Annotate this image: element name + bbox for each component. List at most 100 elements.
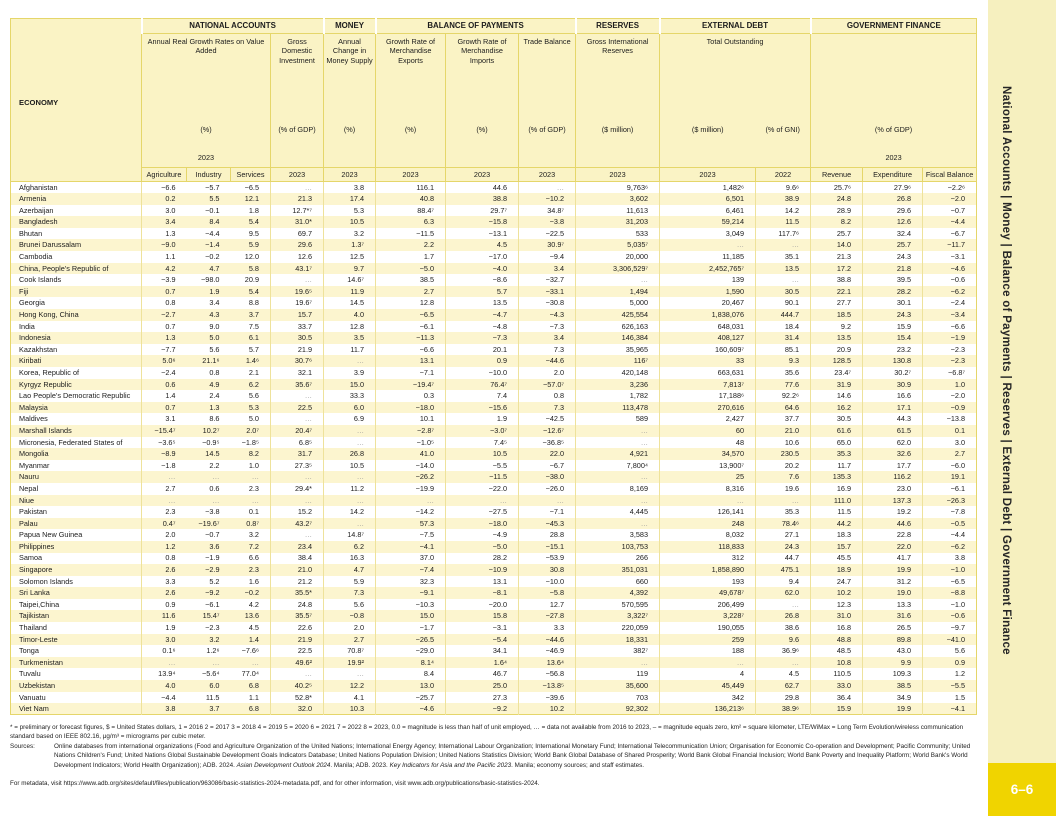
value-cell: −26.3 — [922, 494, 977, 507]
value-cell: 12.8 — [323, 320, 376, 333]
value-cell: 0.3 — [375, 390, 446, 402]
value-cell: 9.6 — [755, 633, 811, 646]
value-cell: 11,185 — [659, 251, 756, 263]
economy-cell: Maldives — [19, 414, 48, 424]
value-cell: 25 — [659, 471, 756, 483]
value-cell: 48.8 — [810, 633, 863, 646]
value-cell: … — [755, 274, 811, 286]
value-cell: −14.0 — [375, 459, 446, 472]
value-cell: −0.6 — [922, 610, 977, 623]
value-cell: 9.5 — [248, 228, 259, 238]
table-row: Tajikistan 11.6 15.4⁷ 13.6 35.5⁷ −0.8 15.0 15.8… — [10, 610, 977, 623]
value-cell: 35.3 — [755, 506, 811, 518]
value-cell: 18.4 — [755, 320, 811, 333]
value-cell: 31.0* — [269, 216, 324, 228]
value-cell: 12.7 — [518, 598, 576, 611]
value-cell: 8.4 — [186, 216, 231, 228]
value-cell: −10.0 — [445, 367, 519, 379]
value-cell: 5.4 — [230, 285, 271, 298]
value-cell: 20,000 — [575, 251, 660, 263]
value-cell: 78.4⁶ — [755, 517, 811, 530]
value-cell: 3.2 — [323, 227, 376, 240]
value-cell: −4.4 — [205, 228, 220, 238]
value-cell: 117.7⁶ — [755, 227, 811, 240]
economy-cell: Thailand — [19, 623, 47, 633]
value-cell: … — [755, 239, 811, 252]
value-cell: 24.7 — [810, 575, 863, 588]
value-cell: 3.0 — [141, 204, 187, 217]
value-cell: −9.0 — [141, 239, 187, 252]
value-cell: 703 — [575, 691, 660, 704]
value-cell: −7.6⁶ — [241, 646, 259, 656]
value-cell: 312 — [659, 552, 756, 565]
value-cell: 90.1 — [755, 297, 811, 310]
table-row: Taipei,China 0.9 −6.1 4.2 24.8 5.6 −10.3 −20.0 1… — [11, 598, 977, 611]
value-cell: 23.4⁷ — [810, 367, 863, 379]
value-cell: 0.7 — [141, 401, 187, 414]
table-row: Solomon Islands 3.3 5.2 1.6 21.2 5.9 32.3 13.1−… — [11, 575, 977, 588]
value-cell: 3.8 — [323, 181, 376, 194]
value-cell: 9.2 — [810, 320, 863, 333]
table-row: Korea, Republic of −2.4 0.8 2.1 32.1 3.9 −7.1−… — [11, 367, 977, 379]
value-cell: −2.4 — [141, 367, 187, 379]
value-cell: 23.2 — [862, 343, 923, 356]
value-cell: −15.8 — [445, 216, 519, 228]
value-cell: −10.3 — [375, 598, 446, 611]
economy-cell: Turkmenistan — [10, 656, 142, 669]
value-cell: 4.7 — [186, 262, 231, 275]
value-cell: −19.6⁷ — [186, 517, 231, 530]
table-row: Viet Nam 3.8 3.7 6.8 32.0 10.3 −4.6 −9.2 10.2 92,… — [10, 703, 977, 715]
value-cell: −17.0 — [445, 251, 519, 263]
value-cell: −0.6 — [922, 274, 977, 286]
value-cell: −6.6 — [141, 181, 187, 194]
value-cell: … — [269, 413, 324, 425]
value-cell: 38.6 — [755, 622, 811, 634]
value-cell: 7.4 — [445, 390, 519, 402]
value-cell: −0.9⁵ — [202, 437, 220, 447]
value-cell: 18,331 — [575, 633, 660, 646]
value-cell: −4.9 — [445, 529, 519, 541]
value-cell: 43.1⁷ — [269, 262, 324, 275]
value-cell: 30.7⁶ — [269, 355, 324, 367]
value-cell: 3.6 — [186, 540, 231, 553]
value-cell: 25.7 — [810, 227, 863, 240]
value-cell: −0.8 — [323, 610, 376, 623]
value-cell: 9.4 — [755, 575, 811, 588]
value-cell: −56.8 — [518, 668, 576, 681]
value-cell: 14.2 — [755, 204, 811, 217]
value-cell: 1.6⁴ — [445, 656, 519, 669]
value-cell: 0.7 — [141, 285, 187, 298]
value-cell: 26.5 — [862, 622, 923, 634]
value-cell: −98.0 — [201, 275, 220, 285]
value-cell: 21.2 — [269, 575, 324, 588]
value-cell: −11.5 — [375, 227, 446, 240]
value-cell: 116⁷ — [575, 355, 660, 367]
value-cell: −18.0 — [445, 517, 519, 530]
economy-cell: Philippines — [10, 540, 142, 553]
subtitle-header-row: Annual Real Growth Rates on Value Added … — [11, 33, 977, 168]
value-cell: 1.4⁶ — [230, 355, 271, 367]
value-cell: 30.5 — [269, 332, 324, 344]
economy-cell: Singapore — [10, 564, 142, 576]
value-cell: −1.0 — [922, 598, 977, 611]
table-row: Thailand 1.9 −2.3 4.5 22.6 2.0 −1.7 −3.1 3.3 220,… — [11, 622, 977, 634]
table-row: Sri Lanka 2.6 −9.2 −0.2 35.5* 7.3 −9.1 −8.1 −5.8… — [10, 587, 977, 599]
table-row: Azerbaijan 3.0 −0.1 1.8 12.7*⁷ 5.3 88.4⁷ 29.7⁷ 3… — [11, 204, 977, 217]
value-cell: 1.4 — [230, 633, 271, 646]
value-cell: 2.2 — [209, 460, 220, 470]
value-cell: 34.9 — [862, 691, 923, 704]
value-cell: 5.7 — [248, 344, 259, 354]
value-cell: 136,213⁶ — [659, 703, 756, 715]
economy-cell: Nepal — [19, 483, 39, 493]
value-cell: 4,921 — [575, 448, 660, 460]
trade-subtitle: Trade Balance — [523, 37, 571, 46]
value-cell: 26.8 — [862, 193, 923, 205]
value-cell: −4.0 — [445, 262, 519, 275]
value-cell: −30.8 — [518, 297, 576, 310]
value-cell: 128.5 — [810, 355, 863, 367]
value-cell: −0.7 — [205, 530, 220, 540]
value-cell: 30.9⁷ — [518, 239, 576, 252]
value-cell: −33.1 — [518, 285, 576, 298]
value-cell: 4,392 — [575, 587, 660, 599]
value-cell: 6.8 — [230, 703, 271, 715]
